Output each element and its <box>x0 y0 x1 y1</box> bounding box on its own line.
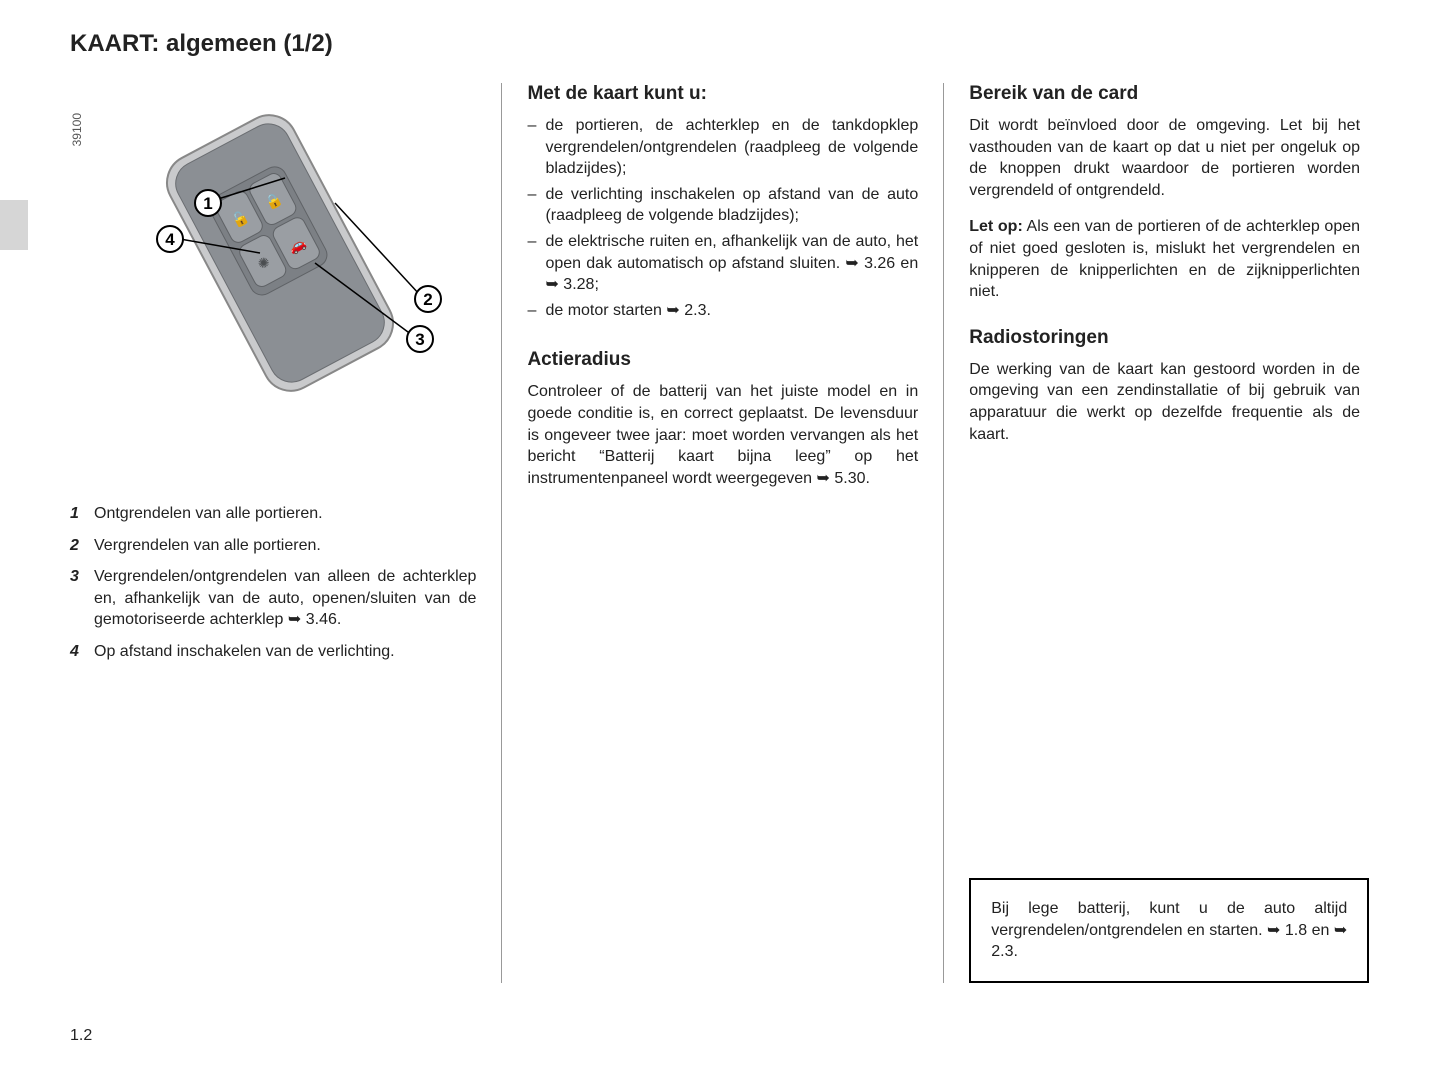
callout-2: 2 <box>423 290 432 309</box>
heading-reach: Bereik van de card <box>969 83 1360 105</box>
interference-paragraph: De werking van de kaart kan gestoord wor… <box>969 359 1360 445</box>
keycard-illustration: 🔓 🔒 ✺ 🚗 1 4 2 <box>90 83 470 453</box>
section-tab <box>0 200 28 250</box>
heading-interference: Radiostoringen <box>969 327 1360 349</box>
image-code: 39100 <box>70 113 84 146</box>
list-item: de elektrische ruiten en, afhankelijk va… <box>545 231 918 296</box>
legend-item: 4Op afstand inschakelen van de verlichti… <box>70 641 476 663</box>
page-title: KAART: algemeen (1/2) <box>70 30 1385 58</box>
column-3: Bereik van de card Dit wordt beïnvloed d… <box>943 83 1385 983</box>
note-label: Let op: <box>969 218 1023 235</box>
list-item: de verlichting inschakelen op afstand va… <box>545 184 918 227</box>
range-paragraph: Controleer of de batterij van het juiste… <box>527 381 918 489</box>
column-2: Met de kaart kunt u: de portieren, de ac… <box>501 83 943 983</box>
legend-list: 1Ontgrendelen van alle portieren. 2Vergr… <box>70 503 476 663</box>
reach-paragraph-1: Dit wordt beïnvloed door de omgeving. Le… <box>969 115 1360 201</box>
keycard-figure: 39100 🔓 🔒 <box>70 83 470 453</box>
reach-paragraph-2: Let op: Als een van de portieren of de a… <box>969 216 1360 302</box>
note-rest: Als een van de portieren of de achterkle… <box>969 218 1360 300</box>
heading-range: Actieradius <box>527 349 918 371</box>
legend-item: 2Vergrendelen van alle portieren. <box>70 535 476 557</box>
legend-item: 3Vergrendelen/ontgrendelen van alleen de… <box>70 566 476 631</box>
battery-note-box: Bij lege batterij, kunt u de auto altijd… <box>969 878 1369 983</box>
column-1: 39100 🔓 🔒 <box>70 83 501 983</box>
functions-list: de portieren, de achterklep en de tankdo… <box>527 115 918 321</box>
callout-3: 3 <box>415 330 424 349</box>
list-item: de portieren, de achterklep en de tankdo… <box>545 115 918 180</box>
callout-1: 1 <box>203 194 212 213</box>
heading-functions: Met de kaart kunt u: <box>527 83 918 105</box>
callout-4: 4 <box>165 230 175 249</box>
list-item: de motor starten ➥ 2.3. <box>545 300 918 322</box>
page-number: 1.2 <box>70 1027 92 1045</box>
legend-item: 1Ontgrendelen van alle portieren. <box>70 503 476 525</box>
content-columns: 39100 🔓 🔒 <box>70 83 1385 983</box>
